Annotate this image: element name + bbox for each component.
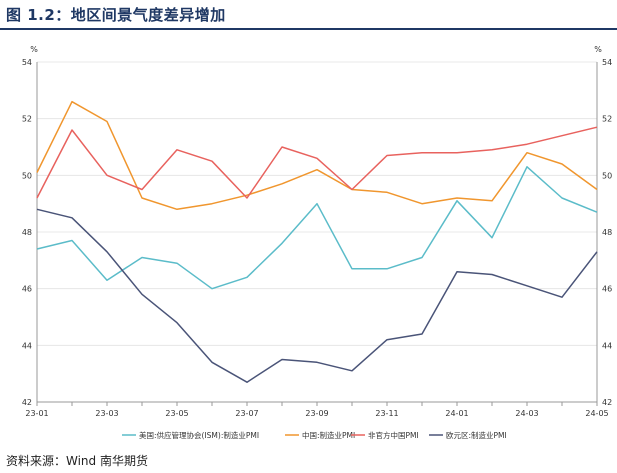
x-tick-label: 23-05: [165, 409, 188, 418]
x-tick-label: 24-03: [515, 409, 538, 418]
legend-label-4: 欧元区:制造业PMI: [446, 430, 507, 440]
y-tick-label-left: 44: [22, 341, 32, 350]
legend-label-1: 美国:供应管理协会(ISM):制造业PMI: [139, 430, 259, 440]
y-tick-label-left: 42: [22, 398, 32, 407]
x-tick-label: 23-01: [25, 409, 48, 418]
x-tick-label: 23-11: [375, 409, 398, 418]
y-tick-label-left: 50: [22, 171, 32, 180]
x-tick-label: 23-03: [95, 409, 118, 418]
y-tick-label-left: 48: [22, 228, 32, 237]
y-tick-label-left: 52: [22, 115, 32, 124]
y-unit-left: %: [30, 45, 38, 54]
title-rule: [0, 28, 617, 30]
y-tick-label-right: 50: [602, 171, 612, 180]
x-tick-label: 24-05: [585, 409, 608, 418]
y-tick-label-right: 54: [602, 58, 612, 67]
y-tick-label-left: 46: [22, 285, 32, 294]
legend-label-2: 中国:制造业PMI: [302, 430, 355, 440]
y-unit-right: %: [594, 45, 602, 54]
y-tick-label-right: 44: [602, 341, 612, 350]
y-tick-label-right: 46: [602, 285, 612, 294]
grid-lines: [37, 61, 597, 403]
y-tick-label-right: 48: [602, 228, 612, 237]
series-line-4: [36, 208, 598, 383]
figure-title: 图 1.2：地区间景气度差异增加: [6, 6, 226, 24]
x-tick-label: 23-09: [305, 409, 328, 418]
x-tick-label: 23-07: [235, 409, 258, 418]
x-tick-label: 24-01: [445, 409, 468, 418]
y-tick-label-left: 54: [22, 58, 32, 67]
y-tick-label-right: 42: [602, 398, 612, 407]
legend: 美国:供应管理协会(ISM):制造业PMI 中国:制造业PMI 非官方中国PMI 欧元…: [122, 430, 507, 440]
axes: 42 42 44 44 46 46 48 48 50 50 52 52 54 54% % 23-01 23-03…: [22, 45, 612, 418]
series-line-2: [36, 100, 598, 211]
series-layer: [36, 100, 598, 383]
legend-label-3: 非官方中国PMI: [368, 430, 419, 440]
series-line-1: [36, 166, 598, 290]
source-note: 资料来源：Wind 南华期货: [6, 454, 148, 468]
y-tick-label-right: 52: [602, 115, 612, 124]
series-line-3: [36, 126, 598, 199]
